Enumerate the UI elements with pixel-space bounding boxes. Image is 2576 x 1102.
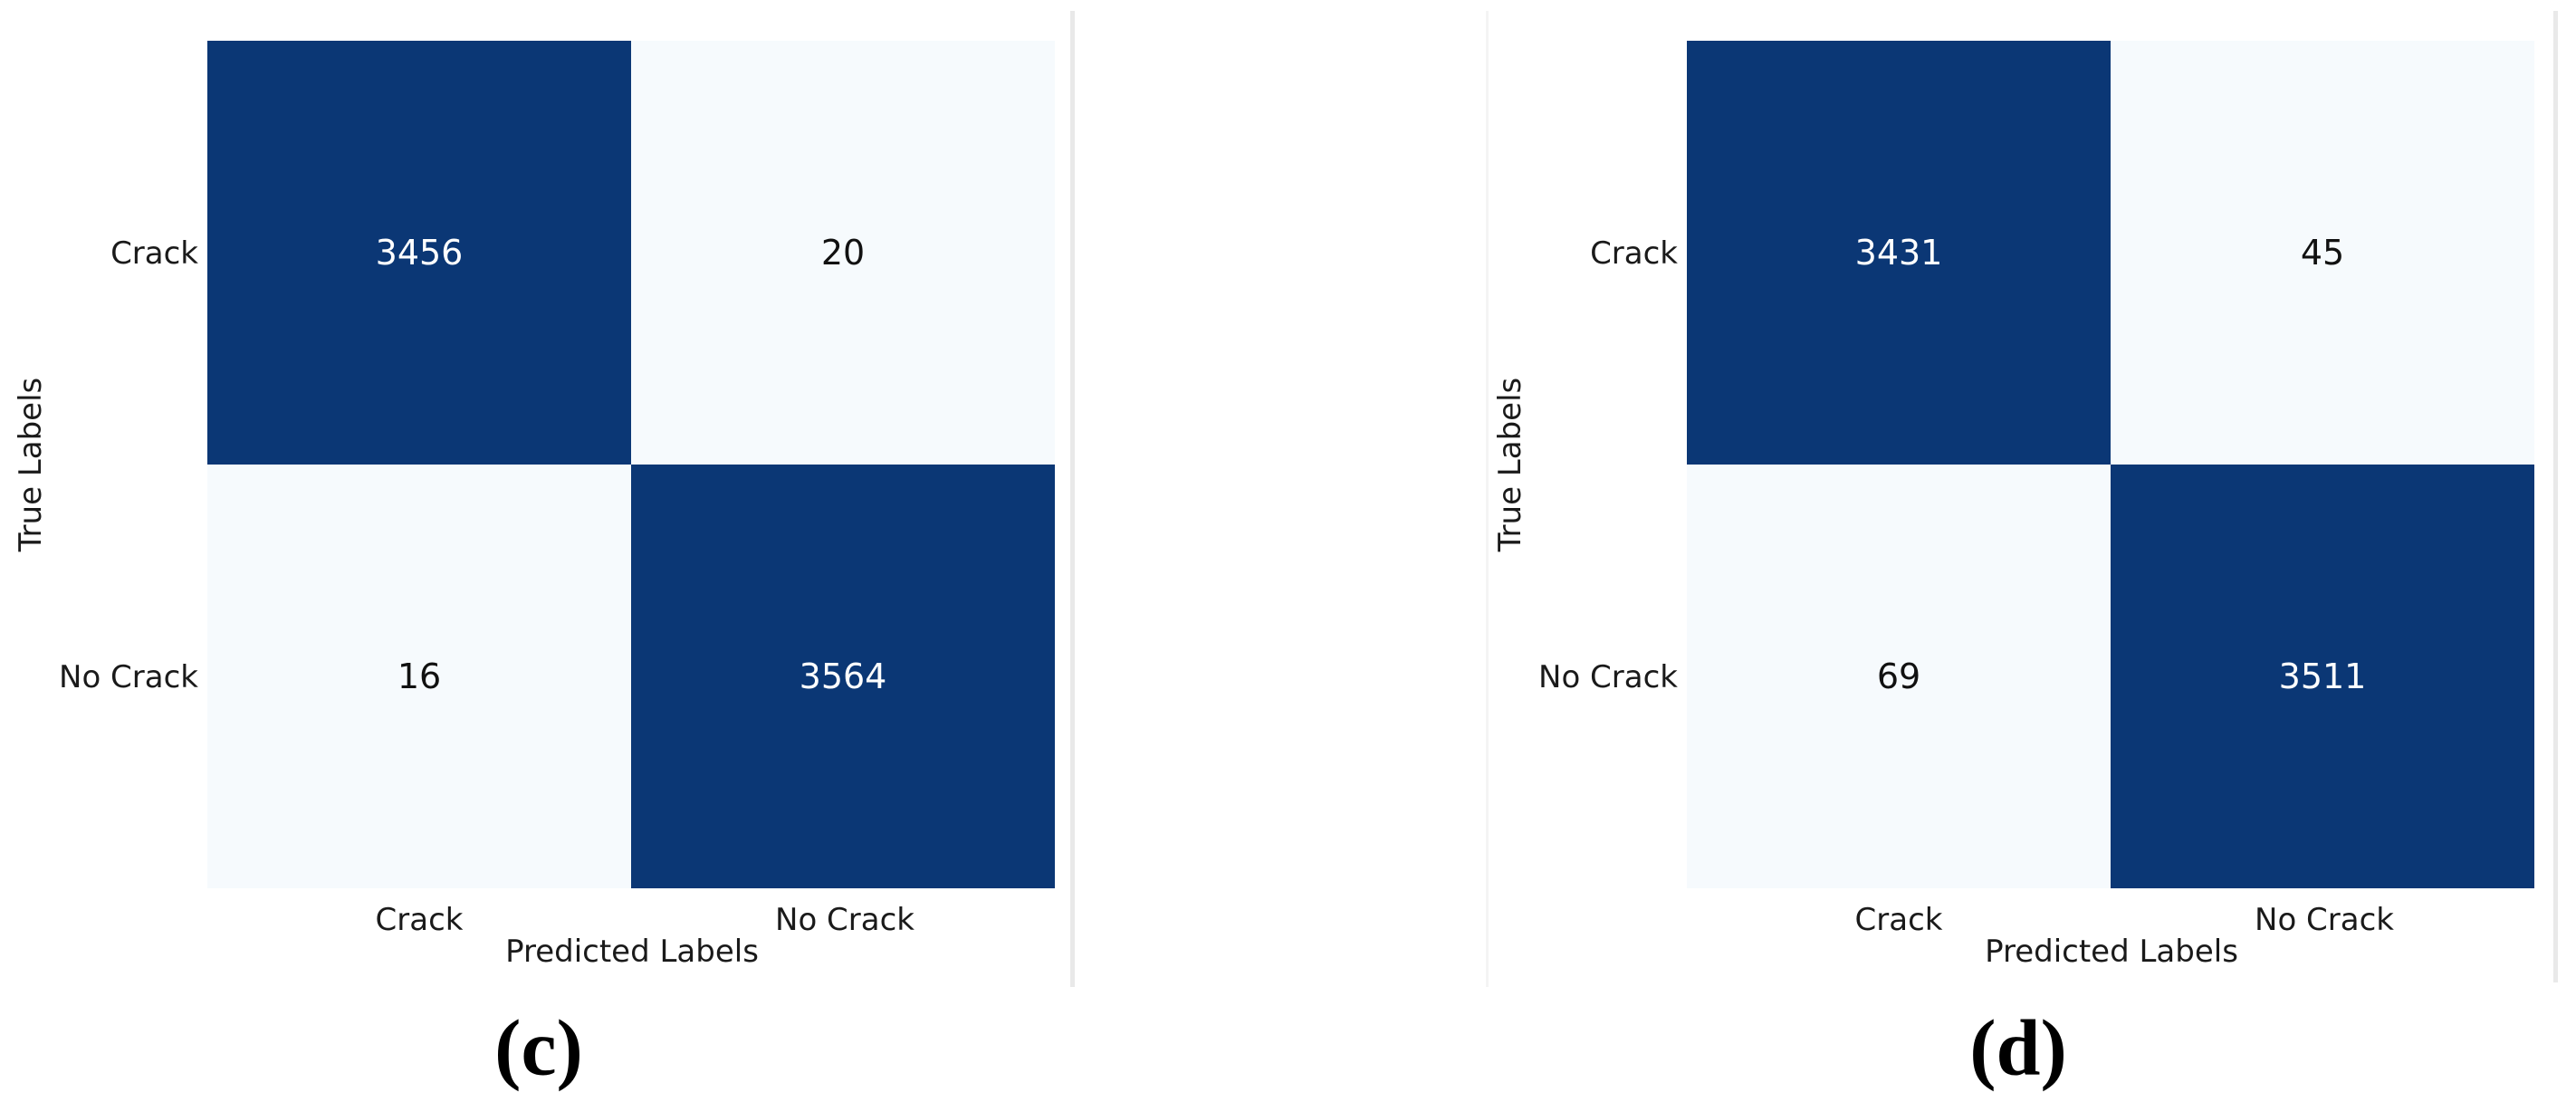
y-axis-title: True Labels xyxy=(1492,377,1528,552)
subfigure-caption-c: (c) xyxy=(494,1004,583,1093)
heatmap-cell-true-no-crack-pred-no-crack: 3511 xyxy=(2111,465,2534,888)
col-label-no-crack: No Crack xyxy=(775,902,915,938)
heatmap-cell-true-no-crack-pred-crack: 16 xyxy=(207,465,631,888)
cell-value: 16 xyxy=(397,656,442,696)
x-axis-title: Predicted Labels xyxy=(1985,934,2238,970)
subfigure-caption-d: (d) xyxy=(1969,1004,2067,1093)
x-axis-title: Predicted Labels xyxy=(505,934,759,970)
heatmap-cell-true-crack-pred-no-crack: 20 xyxy=(631,41,1055,465)
cell-value: 3456 xyxy=(375,233,464,273)
heatmap-cell-true-no-crack-pred-no-crack: 3564 xyxy=(631,465,1055,888)
heatmap-cell-true-crack-pred-no-crack: 45 xyxy=(2111,41,2534,465)
col-label-crack: Crack xyxy=(1854,902,1943,938)
confusion-matrix-panel-c: True Labels Crack No Crack 3456 20 16 35… xyxy=(0,0,1096,1102)
heatmap-cell-true-no-crack-pred-crack: 69 xyxy=(1687,465,2111,888)
confusion-matrix-panel-d: True Labels Crack No Crack 3431 45 69 35… xyxy=(1480,0,2576,1102)
heatmap-grid: 3431 45 69 3511 xyxy=(1687,41,2534,888)
heatmap-cell-true-crack-pred-crack: 3456 xyxy=(207,41,631,465)
heatmap-grid: 3456 20 16 3564 xyxy=(207,41,1055,888)
panel-divider-right xyxy=(2553,11,2558,982)
cell-value: 3511 xyxy=(2278,656,2367,696)
col-label-crack: Crack xyxy=(375,902,464,938)
subimage-edge-line xyxy=(1486,11,1489,987)
heatmap-cell-true-crack-pred-crack: 3431 xyxy=(1687,41,2111,465)
cell-value: 3564 xyxy=(799,656,887,696)
cell-value: 20 xyxy=(820,233,866,273)
col-label-no-crack: No Crack xyxy=(2255,902,2394,938)
cell-value: 45 xyxy=(2300,233,2345,273)
y-axis-title: True Labels xyxy=(13,377,49,552)
row-label-crack: Crack xyxy=(1590,235,1678,272)
panel-divider xyxy=(1070,11,1075,987)
cell-value: 3431 xyxy=(1854,233,1943,273)
row-label-no-crack: No Crack xyxy=(1538,659,1678,695)
cell-value: 69 xyxy=(1876,656,1921,696)
row-label-crack: Crack xyxy=(110,235,198,272)
row-label-no-crack: No Crack xyxy=(59,659,198,695)
